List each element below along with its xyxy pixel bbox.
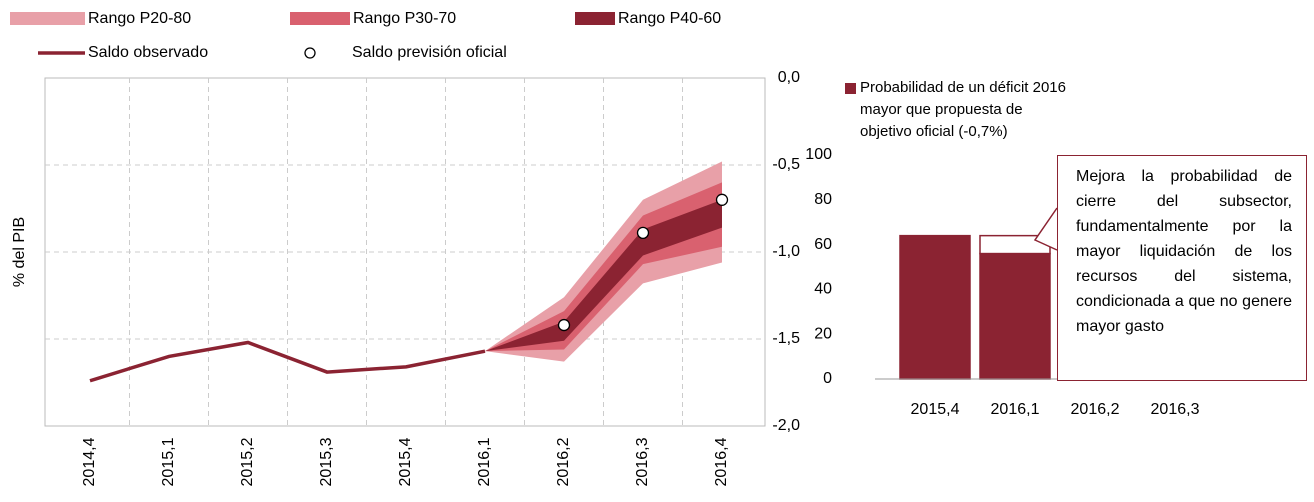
legend-label: Rango P20-80 [88, 10, 191, 27]
forecast-marker [715, 193, 729, 206]
y-tick-label: 60 [814, 236, 832, 253]
x-tick-label: 2016,4 [713, 437, 730, 486]
fan-band [485, 199, 722, 352]
y-tick-label: -0,5 [772, 156, 800, 173]
y-tick-label: -1,5 [772, 330, 800, 347]
forecast-marker [557, 318, 571, 332]
y-tick-label: -2,0 [772, 417, 800, 434]
legend-swatch [845, 83, 856, 94]
forecast-marker [636, 226, 650, 240]
legend-label: Rango P40-60 [618, 10, 721, 27]
y-tick-label: 0 [823, 370, 832, 387]
x-tick-label: 2016,1 [476, 437, 493, 486]
bar [899, 234, 971, 380]
x-tick-label: 2015,2 [239, 437, 256, 486]
callout-pointer [1033, 207, 1058, 251]
y-tick-label: 100 [805, 146, 832, 163]
y-tick-label: -1,0 [772, 243, 800, 260]
observed-line [89, 340, 486, 383]
legend-marker [304, 47, 316, 59]
legend-swatch [10, 12, 85, 25]
bar [979, 252, 1051, 380]
x-tick-label: 2016,2 [555, 437, 572, 486]
x-tick-label: 2015,3 [318, 437, 335, 486]
x-tick-label: 2015,1 [160, 437, 177, 486]
legend-label: Rango P30-70 [353, 10, 456, 27]
y-axis-label: % del PIB [11, 217, 28, 287]
x-tick-label: 2016,1 [991, 401, 1040, 418]
x-tick-label: 2016,3 [634, 437, 651, 486]
x-tick-label: 2014,4 [81, 437, 98, 486]
y-tick-label: 0,0 [778, 69, 800, 86]
legend-swatch [575, 12, 615, 25]
legend-label: Saldo previsión oficial [352, 44, 507, 61]
annotation: Mejora la probabilidad de cierre del sub… [1057, 155, 1307, 381]
y-tick-label: 20 [814, 325, 832, 342]
x-tick-label: 2015,4 [397, 437, 414, 486]
y-tick-label: 80 [814, 191, 832, 208]
legend-label: Saldo observado [88, 44, 208, 61]
legend-text: Probabilidad de un déficit 2016 mayor qu… [860, 79, 1066, 140]
x-tick-label: 2016,2 [1071, 401, 1120, 418]
x-tick-label: 2015,4 [911, 401, 960, 418]
legend-swatch [290, 12, 350, 25]
x-tick-label: 2016,3 [1151, 401, 1200, 418]
y-tick-label: 40 [814, 281, 832, 298]
